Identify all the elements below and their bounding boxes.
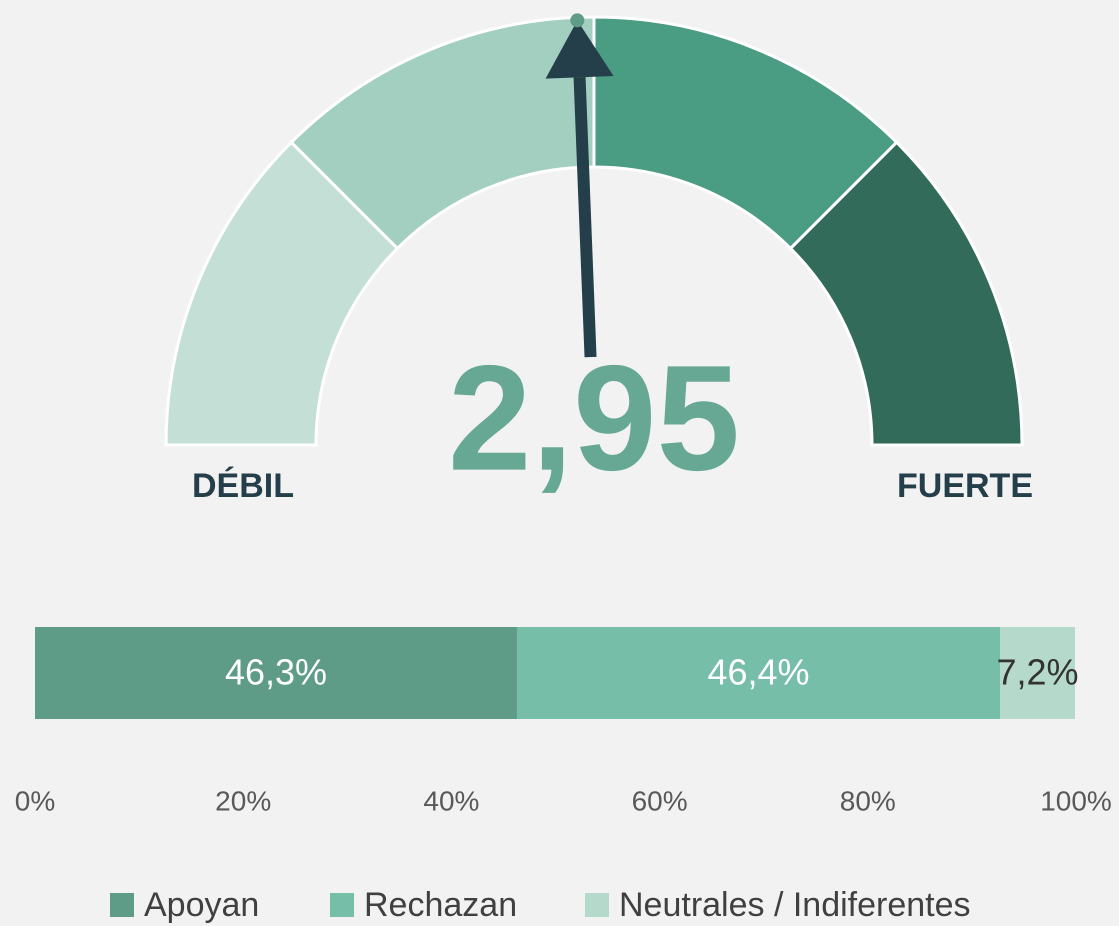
bar-segment (35, 627, 517, 719)
legend-label: Rechazan (364, 886, 517, 924)
bar-segment (1000, 627, 1075, 719)
x-tick-label: 100% (1040, 785, 1112, 816)
x-tick-label: 60% (632, 785, 688, 816)
gauge-segment (788, 140, 1024, 447)
needle-head (545, 20, 614, 79)
legend-swatch (110, 893, 134, 917)
gauge-needle (545, 13, 614, 358)
gauge-value: 2,95 (448, 334, 740, 502)
data-label: 7,2% (996, 652, 1078, 693)
bar-segment (516, 627, 1001, 719)
data-label: 46,4% (707, 652, 809, 693)
legend-label: Apoyan (144, 886, 259, 924)
gauge-min-label: DÉBIL (192, 467, 294, 505)
needle-shaft (573, 77, 597, 358)
legend-swatch (330, 893, 354, 917)
data-label: 46,3% (225, 652, 327, 693)
gauge: 2,95 (164, 13, 1024, 502)
legend-label: Neutrales / Indiferentes (619, 886, 971, 924)
x-tick-label: 20% (215, 785, 271, 816)
x-tick-label: 40% (423, 785, 479, 816)
needle-tip (570, 13, 585, 28)
legend-swatch (585, 893, 609, 917)
gauge-max-label: FUERTE (897, 467, 1033, 505)
x-tick-label: 0% (15, 785, 55, 816)
x-tick-label: 80% (840, 785, 896, 816)
